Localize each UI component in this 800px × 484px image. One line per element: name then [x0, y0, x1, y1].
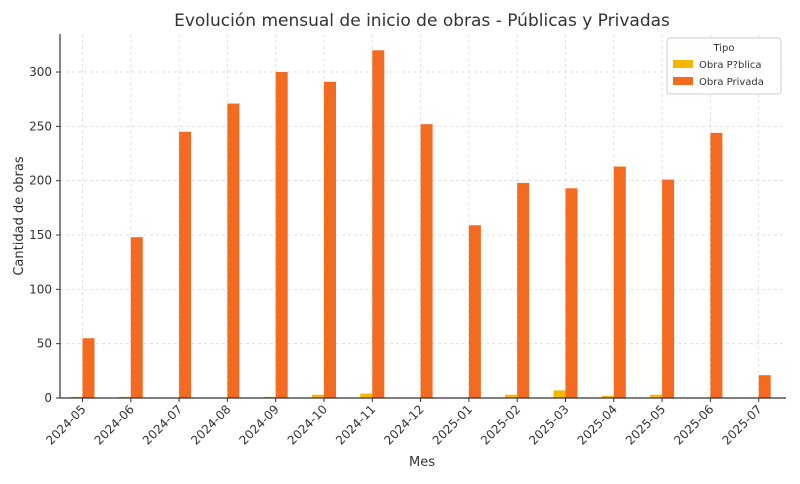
x-tick-label: 2024-08 [188, 402, 233, 447]
x-tick-label: 2025-06 [671, 402, 716, 447]
bar-obra-publica [505, 394, 518, 398]
x-tick-label: 2025-02 [478, 402, 523, 447]
bar-obra-privada [179, 131, 192, 398]
x-tick-labels: 2024-05 2024-06 2024-07 2024-08 2024-09 2024-… [43, 402, 765, 447]
legend: Tipo Obra P?blica Obra Privada [666, 37, 782, 95]
y-tick-label: 300 [29, 65, 52, 79]
bar-obra-privada [324, 81, 336, 398]
y-tick-label: 50 [37, 337, 52, 351]
legend-box [666, 37, 782, 95]
bar-obra-publica [650, 394, 663, 398]
y-tick-label: 200 [29, 174, 52, 188]
y-tick-label: 250 [29, 119, 52, 133]
chart-title: Evolución mensual de inicio de obras - P… [174, 11, 670, 31]
x-tick-label: 2024-07 [140, 402, 185, 447]
bar-obra-publica [553, 390, 566, 398]
x-tick-label: 2024-09 [236, 402, 281, 447]
x-tick-label: 2025-05 [623, 402, 668, 447]
x-tick-label: 2025-04 [575, 402, 620, 447]
x-tick-label: 2024-12 [381, 402, 426, 447]
bar-obra-privada [710, 132, 723, 398]
legend-swatch [673, 60, 693, 68]
bar-obra-privada [565, 188, 578, 398]
bar-obra-publica [312, 394, 324, 398]
y-tick-labels: 0 50 100 150 200 250 300 [29, 65, 52, 405]
bar-obra-privada [82, 338, 95, 398]
bar-obra-privada [517, 182, 530, 398]
legend-label: Obra P?blica [699, 60, 762, 71]
x-tick-label: 2024-06 [92, 402, 137, 447]
legend-swatch [673, 77, 693, 85]
legend-label: Obra Privada [699, 77, 764, 88]
bar-obra-privada [275, 72, 288, 399]
bar-obra-privada [420, 124, 433, 399]
bars [70, 50, 771, 399]
x-tick-label: 2025-07 [719, 402, 764, 447]
bar-obra-privada [468, 225, 481, 398]
bar-obra-privada [613, 166, 626, 398]
y-tick-label: 150 [29, 228, 52, 242]
bar-obra-publica [360, 393, 373, 398]
y-axis-label: Cantidad de obras [12, 156, 27, 275]
legend-title: Tipo [712, 43, 734, 54]
y-tick-label: 100 [29, 282, 52, 296]
bar-obra-privada [662, 179, 675, 398]
x-tick-label: 2025-01 [430, 402, 475, 447]
bar-obra-privada [227, 103, 240, 399]
x-tick-label: 2024-05 [43, 402, 88, 447]
x-axis-label: Mes [409, 455, 435, 470]
x-tick-label: 2024-11 [333, 402, 378, 447]
axes [56, 34, 786, 402]
bar-obra-privada [758, 375, 771, 398]
x-tick-label: 2025-03 [526, 402, 571, 447]
bar-obra-publica [601, 395, 614, 398]
bar-obra-privada [130, 237, 143, 398]
x-tick-label: 2024-10 [285, 402, 330, 447]
y-tick-label: 0 [44, 391, 52, 405]
bar-obra-privada [372, 50, 385, 398]
